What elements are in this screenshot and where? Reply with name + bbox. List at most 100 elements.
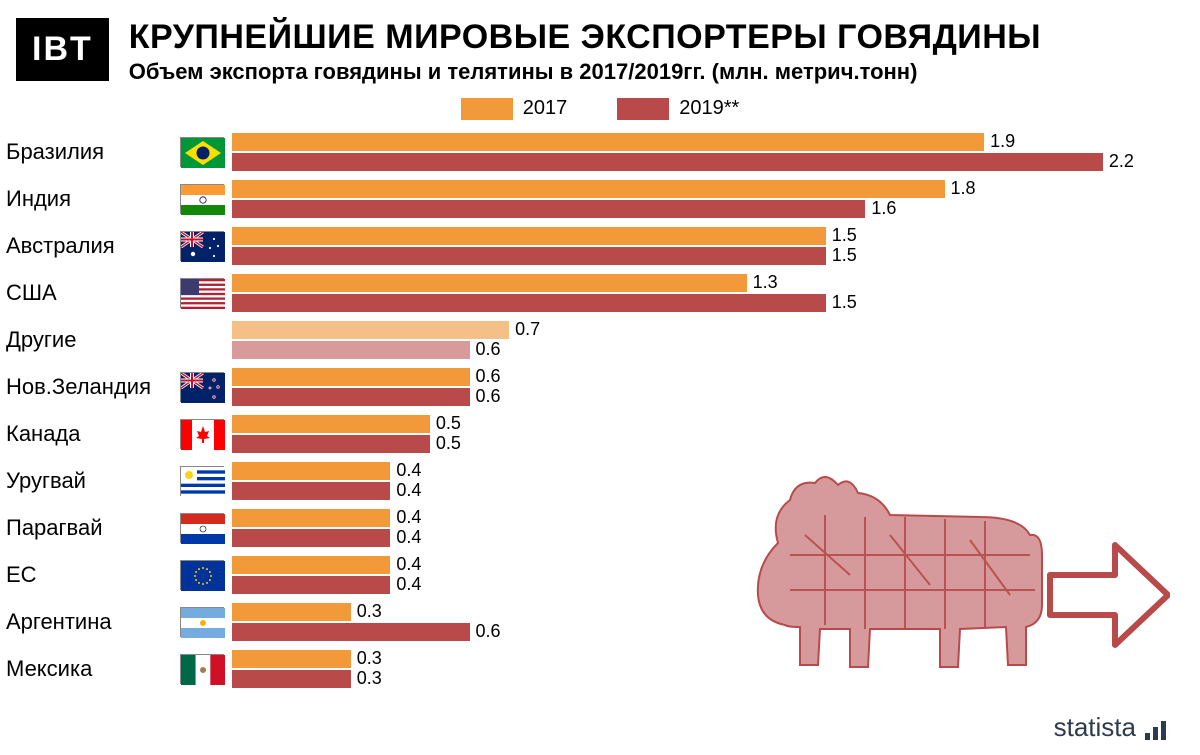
row-label: Нов.Зеландия [0, 374, 180, 400]
flag-uy-icon [180, 466, 224, 496]
bar-2019 [232, 294, 826, 312]
row-label: Канада [0, 421, 180, 447]
value-2017: 0.7 [515, 319, 540, 340]
bar-2019 [232, 482, 390, 500]
bar-2019 [232, 670, 351, 688]
flag-in-icon [180, 184, 224, 214]
value-2019: 0.4 [396, 574, 421, 595]
value-2019: 1.6 [871, 198, 896, 219]
row-label: Австралия [0, 233, 180, 259]
chart-row: Нов.Зеландия 0.60.6 [0, 363, 1180, 410]
chart-row: Уругвай 0.40.4 [0, 457, 1180, 504]
bars-container: 0.7 0.6 [232, 318, 1180, 362]
value-2017: 0.4 [396, 554, 421, 575]
chart-row: Канада 0.50.5 [0, 410, 1180, 457]
bars-container: 0.40.4 [232, 459, 1180, 503]
value-2019: 0.6 [476, 339, 501, 360]
footer-statista: statista [1054, 712, 1170, 743]
value-2019: 0.3 [357, 668, 382, 689]
chart-row: Другие 0.7 0.6 [0, 316, 1180, 363]
legend-2017: 2017 [461, 97, 568, 120]
row-label: Бразилия [0, 139, 180, 165]
header: IBT КРУПНЕЙШИЕ МИРОВЫЕ ЭКСПОРТЕРЫ ГОВЯДИ… [0, 0, 1200, 85]
flag-us-icon [180, 278, 224, 308]
row-label: США [0, 280, 180, 306]
bar-2017 [232, 227, 826, 245]
row-label: Уругвай [0, 468, 180, 494]
legend-2019-label: 2019** [679, 97, 739, 120]
bar-2019 [232, 576, 390, 594]
value-2017: 0.3 [357, 648, 382, 669]
title-block: КРУПНЕЙШИЕ МИРОВЫЕ ЭКСПОРТЕРЫ ГОВЯДИНЫ О… [129, 18, 1180, 85]
row-label: Парагвай [0, 515, 180, 541]
chart-row: Индия 1.8 1.6 [0, 175, 1180, 222]
bar-2017 [232, 180, 945, 198]
bar-2019 [232, 623, 470, 641]
bars-container: 1.3 1.5 [232, 271, 1180, 315]
value-2019: 1.5 [832, 245, 857, 266]
flag-ar-icon [180, 607, 224, 637]
footer-text: statista [1054, 712, 1136, 743]
chart-row: ЕС 0.40.4 [0, 551, 1180, 598]
value-2017: 0.5 [436, 413, 461, 434]
bar-2017 [232, 556, 390, 574]
flag-br-icon [180, 137, 224, 167]
chart-row: Парагвай 0.40.4 [0, 504, 1180, 551]
row-label: ЕС [0, 562, 180, 588]
bars-container: 0.40.4 [232, 506, 1180, 550]
page-subtitle: Объем экспорта говядины и телятины в 201… [129, 59, 1180, 85]
value-2019: 0.4 [396, 527, 421, 548]
statista-icon [1144, 717, 1170, 739]
value-2019: 2.2 [1109, 151, 1134, 172]
flag-au-icon [180, 231, 224, 261]
bar-2017 [232, 462, 390, 480]
chart-row: Мексика 0.30.3 [0, 645, 1180, 692]
bar-2017 [232, 321, 509, 339]
bar-2017 [232, 133, 984, 151]
bars-container: 0.50.5 [232, 412, 1180, 456]
logo-ibt: IBT [16, 18, 109, 81]
bar-2019 [232, 388, 470, 406]
bars-container: 1.51.5 [232, 224, 1180, 268]
bar-2017 [232, 603, 351, 621]
bar-2019 [232, 341, 470, 359]
bars-container: 1.92.2 [232, 130, 1180, 174]
legend: 2017 2019** [0, 97, 1200, 120]
flag-eu-icon [180, 560, 224, 590]
bars-container: 0.60.6 [232, 365, 1180, 409]
value-2019: 1.5 [832, 292, 857, 313]
bar-2017 [232, 415, 430, 433]
value-2017: 0.6 [476, 366, 501, 387]
value-2017: 0.4 [396, 460, 421, 481]
page-title: КРУПНЕЙШИЕ МИРОВЫЕ ЭКСПОРТЕРЫ ГОВЯДИНЫ [129, 18, 1180, 57]
bar-2019 [232, 529, 390, 547]
bar-2019 [232, 435, 430, 453]
chart-row: Австралия 1.51.5 [0, 222, 1180, 269]
bar-2019 [232, 153, 1103, 171]
row-label: Мексика [0, 656, 180, 682]
bar-2017 [232, 650, 351, 668]
bars-container: 1.8 1.6 [232, 177, 1180, 221]
flag-ca-icon [180, 419, 224, 449]
row-label: Другие [0, 327, 180, 353]
swatch-2019 [617, 98, 669, 120]
bar-2017 [232, 368, 470, 386]
row-label: Индия [0, 186, 180, 212]
value-2019: 0.5 [436, 433, 461, 454]
row-label: Аргентина [0, 609, 180, 635]
bars-container: 0.30.3 [232, 647, 1180, 691]
bar-2019 [232, 200, 865, 218]
value-2017: 0.3 [357, 601, 382, 622]
value-2017: 1.8 [951, 178, 976, 199]
chart-row: Бразилия 1.92.2 [0, 128, 1180, 175]
value-2019: 0.4 [396, 480, 421, 501]
bar-chart: Бразилия1.92.2Индия1.81.6Австралия1.51.5… [0, 128, 1200, 692]
bar-2017 [232, 274, 747, 292]
value-2019: 0.6 [476, 621, 501, 642]
bars-container: 0.3 0.6 [232, 600, 1180, 644]
swatch-2017 [461, 98, 513, 120]
value-2017: 1.3 [753, 272, 778, 293]
value-2017: 0.4 [396, 507, 421, 528]
legend-2019: 2019** [617, 97, 739, 120]
bar-2019 [232, 247, 826, 265]
